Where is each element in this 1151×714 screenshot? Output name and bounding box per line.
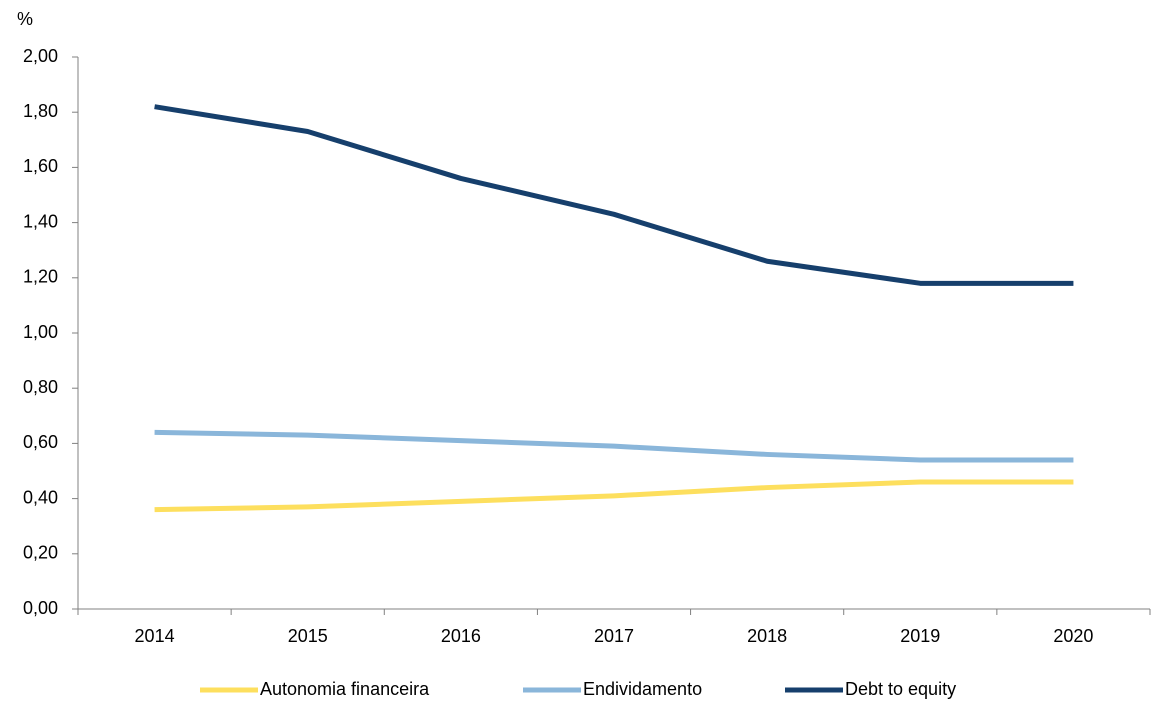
x-tick-label: 2016 xyxy=(441,626,481,646)
y-tick-label: 0,80 xyxy=(23,377,58,397)
legend-label: Autonomia financeira xyxy=(260,679,430,699)
y-tick-label: 0,40 xyxy=(23,487,58,507)
line xyxy=(154,429,1074,463)
x-tick-label: 2015 xyxy=(288,626,328,646)
x-tick-label: 2017 xyxy=(594,626,634,646)
y-tick-label: 1,40 xyxy=(23,211,58,231)
y-tick-label: 0,20 xyxy=(23,543,58,563)
x-tick-label: 2019 xyxy=(900,626,940,646)
y-tick-label: 1,20 xyxy=(23,267,58,287)
x-tick-label: 2020 xyxy=(1053,626,1093,646)
y-tick-label: 1,00 xyxy=(23,322,58,342)
x-tick-label: 2018 xyxy=(747,626,787,646)
y-tick-label: 0,60 xyxy=(23,432,58,452)
line xyxy=(154,104,1074,286)
y-tick-label: 0,00 xyxy=(23,598,58,618)
x-tick-label: 2014 xyxy=(135,626,175,646)
line xyxy=(154,479,1074,513)
legend-label: Debt to equity xyxy=(845,679,956,699)
y-tick-label: 2,00 xyxy=(23,46,58,66)
legend-label: Endividamento xyxy=(583,679,702,699)
y-axis-label: % xyxy=(17,9,33,29)
y-tick-label: 1,80 xyxy=(23,101,58,121)
y-tick-label: 1,60 xyxy=(23,156,58,176)
